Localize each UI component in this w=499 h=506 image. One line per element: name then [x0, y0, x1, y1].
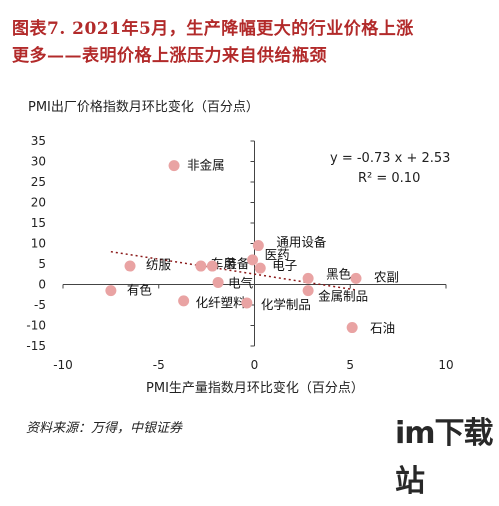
y-tick-label: 10 [31, 237, 46, 251]
data-point [254, 262, 266, 274]
y-tick-label: 25 [31, 175, 46, 189]
data-point [195, 260, 207, 272]
data-point [105, 285, 117, 297]
r-squared-label: R² = 0.10 [358, 171, 420, 186]
point-label: 金属制品 [318, 289, 368, 304]
data-point [247, 254, 259, 266]
point-label: 非金属 [187, 158, 225, 173]
y-tick-label: -5 [34, 298, 46, 312]
y-tick-label: 5 [38, 257, 46, 271]
data-point [302, 272, 314, 284]
y-tick-label: 35 [31, 134, 46, 148]
x-tick-label: -5 [153, 358, 165, 372]
point-label: 装备 [224, 256, 250, 271]
regression-equation: y = -0.73 x + 2.53 [330, 151, 450, 166]
data-point [206, 260, 218, 272]
y-tick-label: -10 [26, 319, 46, 333]
data-point [346, 322, 358, 334]
data-point [168, 160, 180, 172]
data-point [350, 272, 362, 284]
y-tick-label: 30 [31, 155, 46, 169]
point-label: 化学制品 [261, 297, 311, 312]
point-label: 黑色 [326, 266, 352, 281]
point-label: 有色 [127, 283, 153, 298]
point-label: 医药 [265, 247, 290, 262]
x-tick-label: -10 [53, 358, 73, 372]
data-point [178, 295, 190, 307]
figure-title-line-2: 更多——表明价格上涨压力来自供给瓶颈 [12, 46, 327, 66]
y-tick-label: -15 [26, 339, 46, 353]
point-label: 电气 [228, 275, 254, 290]
data-point [302, 285, 314, 297]
source-note: 资料来源：万得，中银证券 [26, 421, 183, 436]
point-label: 电子 [272, 258, 297, 273]
y-tick-label: 20 [31, 196, 46, 210]
axes-group: -15 -10 -5 0 5 10 15 20 25 30 35 -10 -5 0 5 10 [26, 134, 453, 372]
x-tick-label: 10 [438, 358, 453, 372]
y-axis-label: PMI出厂价格指数月环比变化（百分点） [28, 99, 259, 115]
figure-title: 图表7. 2021年5月，生产降幅更大的行业价格上涨 更多——表明价格上涨压力来… [12, 16, 490, 70]
point-label: 通用设备 [276, 235, 327, 250]
y-tick-label: 15 [31, 216, 46, 230]
y-tick-label: 0 [38, 278, 46, 292]
data-point [212, 276, 224, 288]
point-label: 农副 [374, 269, 399, 284]
x-tick-label: 5 [346, 358, 354, 372]
point-label: 石油 [370, 321, 395, 336]
data-point [252, 240, 264, 252]
trendline-group [110, 250, 357, 291]
data-point [124, 260, 136, 272]
trendline [110, 250, 357, 291]
watermark-logo: im下载站 [395, 416, 494, 499]
scatter-chart: PMI出厂价格指数月环比变化（百分点） PMI生产量指数月环比变化（百分点） y… [26, 99, 453, 396]
x-tick-label: 0 [251, 358, 259, 372]
x-axis-label: PMI生产量指数月环比变化（百分点） [146, 380, 364, 396]
point-label: 纺服 [146, 257, 172, 272]
point-label: 化纤塑料 [196, 295, 247, 310]
figure-title-line-1: 图表7. 2021年5月，生产降幅更大的行业价格上涨 [12, 19, 414, 39]
data-point [241, 297, 253, 309]
